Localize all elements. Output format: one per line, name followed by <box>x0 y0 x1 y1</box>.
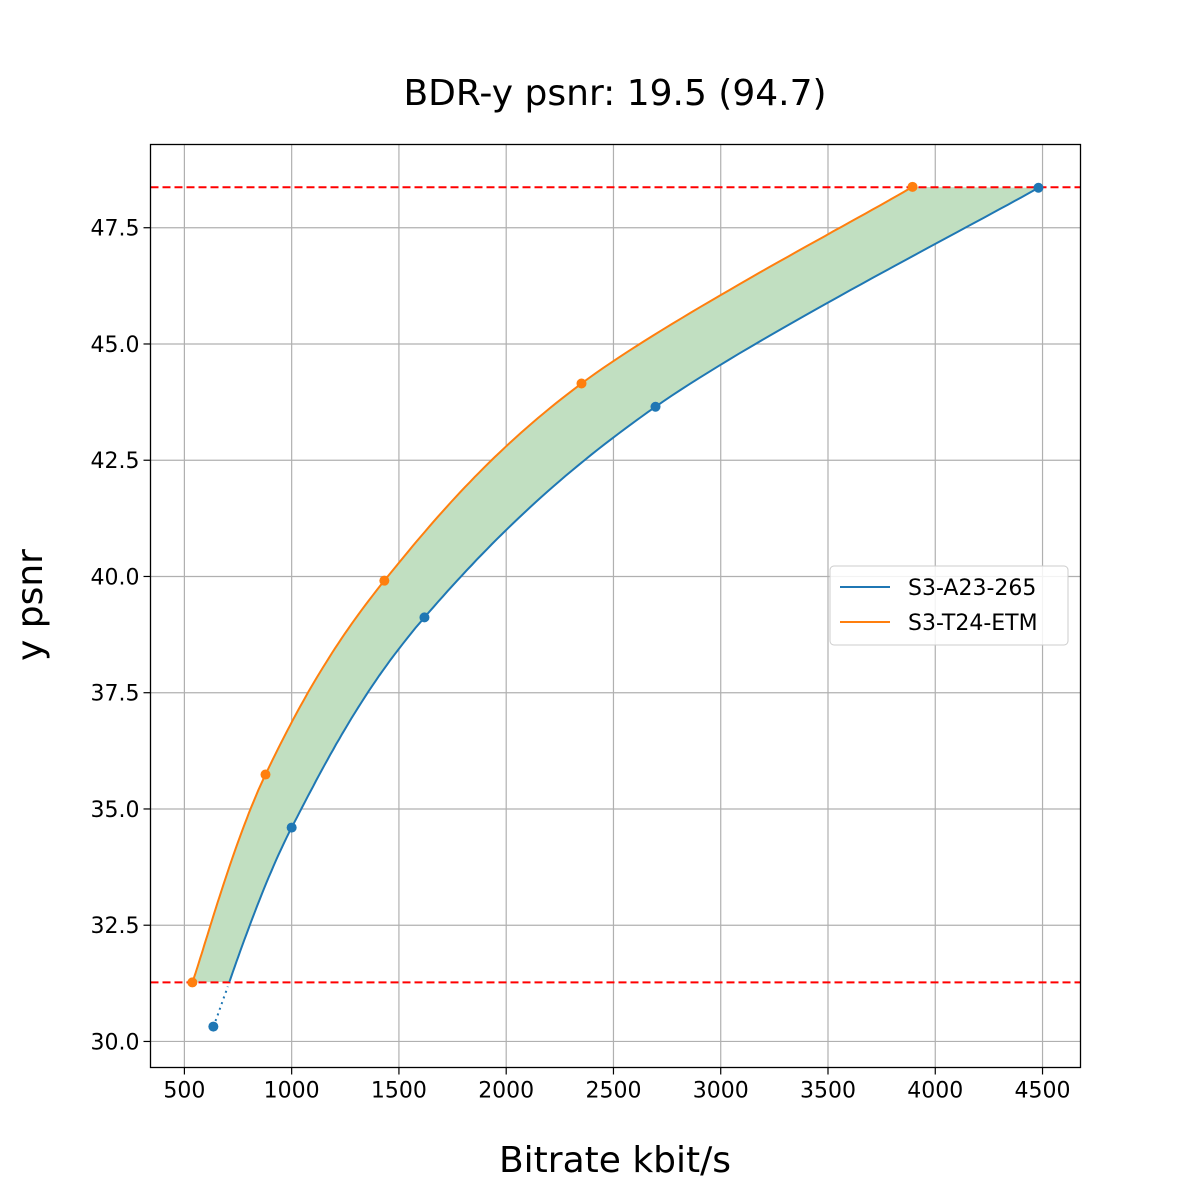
y-tick-label: 42.5 <box>91 449 140 474</box>
x-tick-label: 2000 <box>478 1079 534 1104</box>
legend-label-1: S3-A23-265 <box>908 576 1036 601</box>
chart-title: BDR-y psnr: 19.5 (94.7) <box>403 73 826 114</box>
x-tick-label: 3500 <box>800 1079 856 1104</box>
legend-label-2: S3-T24-ETM <box>908 611 1038 636</box>
y-tick-label: 30.0 <box>91 1030 140 1055</box>
legend-box <box>829 565 1069 646</box>
x-tick-label: 1500 <box>371 1079 427 1104</box>
threshold-lines <box>150 186 1081 984</box>
data-point <box>907 181 918 192</box>
data-point <box>1033 182 1044 193</box>
y-tick-label: 37.5 <box>91 682 140 707</box>
y-tick-label: 45.0 <box>91 333 140 358</box>
ticks: 500 1000 1500 2000 2500 3000 3500 4000 4500 30.0 3… <box>91 217 1071 1104</box>
data-point <box>187 977 198 988</box>
data-point <box>286 822 297 833</box>
y-tick-label: 35.0 <box>91 798 140 823</box>
y-tick-label: 32.5 <box>91 914 140 939</box>
data-point <box>260 769 271 780</box>
x-tick-label: 4500 <box>1015 1079 1071 1104</box>
y-axis-label: y psnr <box>10 549 51 661</box>
series-extrapolation-0 <box>212 986 229 1027</box>
series-line-0 <box>228 186 1039 983</box>
plot-frame <box>149 143 1082 1069</box>
x-axis-label: Bitrate kbit/s <box>499 1140 731 1181</box>
y-tick-label: 40.0 <box>91 565 140 590</box>
x-tick-label: 4000 <box>907 1079 963 1104</box>
x-tick-label: 1000 <box>264 1079 320 1104</box>
data-point <box>650 401 661 412</box>
y-tick-label: 47.5 <box>91 217 140 242</box>
data-point <box>208 1021 219 1032</box>
series-group <box>187 181 1044 1032</box>
data-point <box>379 575 390 586</box>
data-point <box>576 378 587 389</box>
data-point <box>419 612 430 623</box>
x-tick-label: 2500 <box>585 1079 641 1104</box>
legend: S3-A23-265 S3-T24-ETM <box>829 565 1069 646</box>
x-tick-label: 500 <box>163 1079 205 1104</box>
x-tick-label: 3000 <box>693 1079 749 1104</box>
